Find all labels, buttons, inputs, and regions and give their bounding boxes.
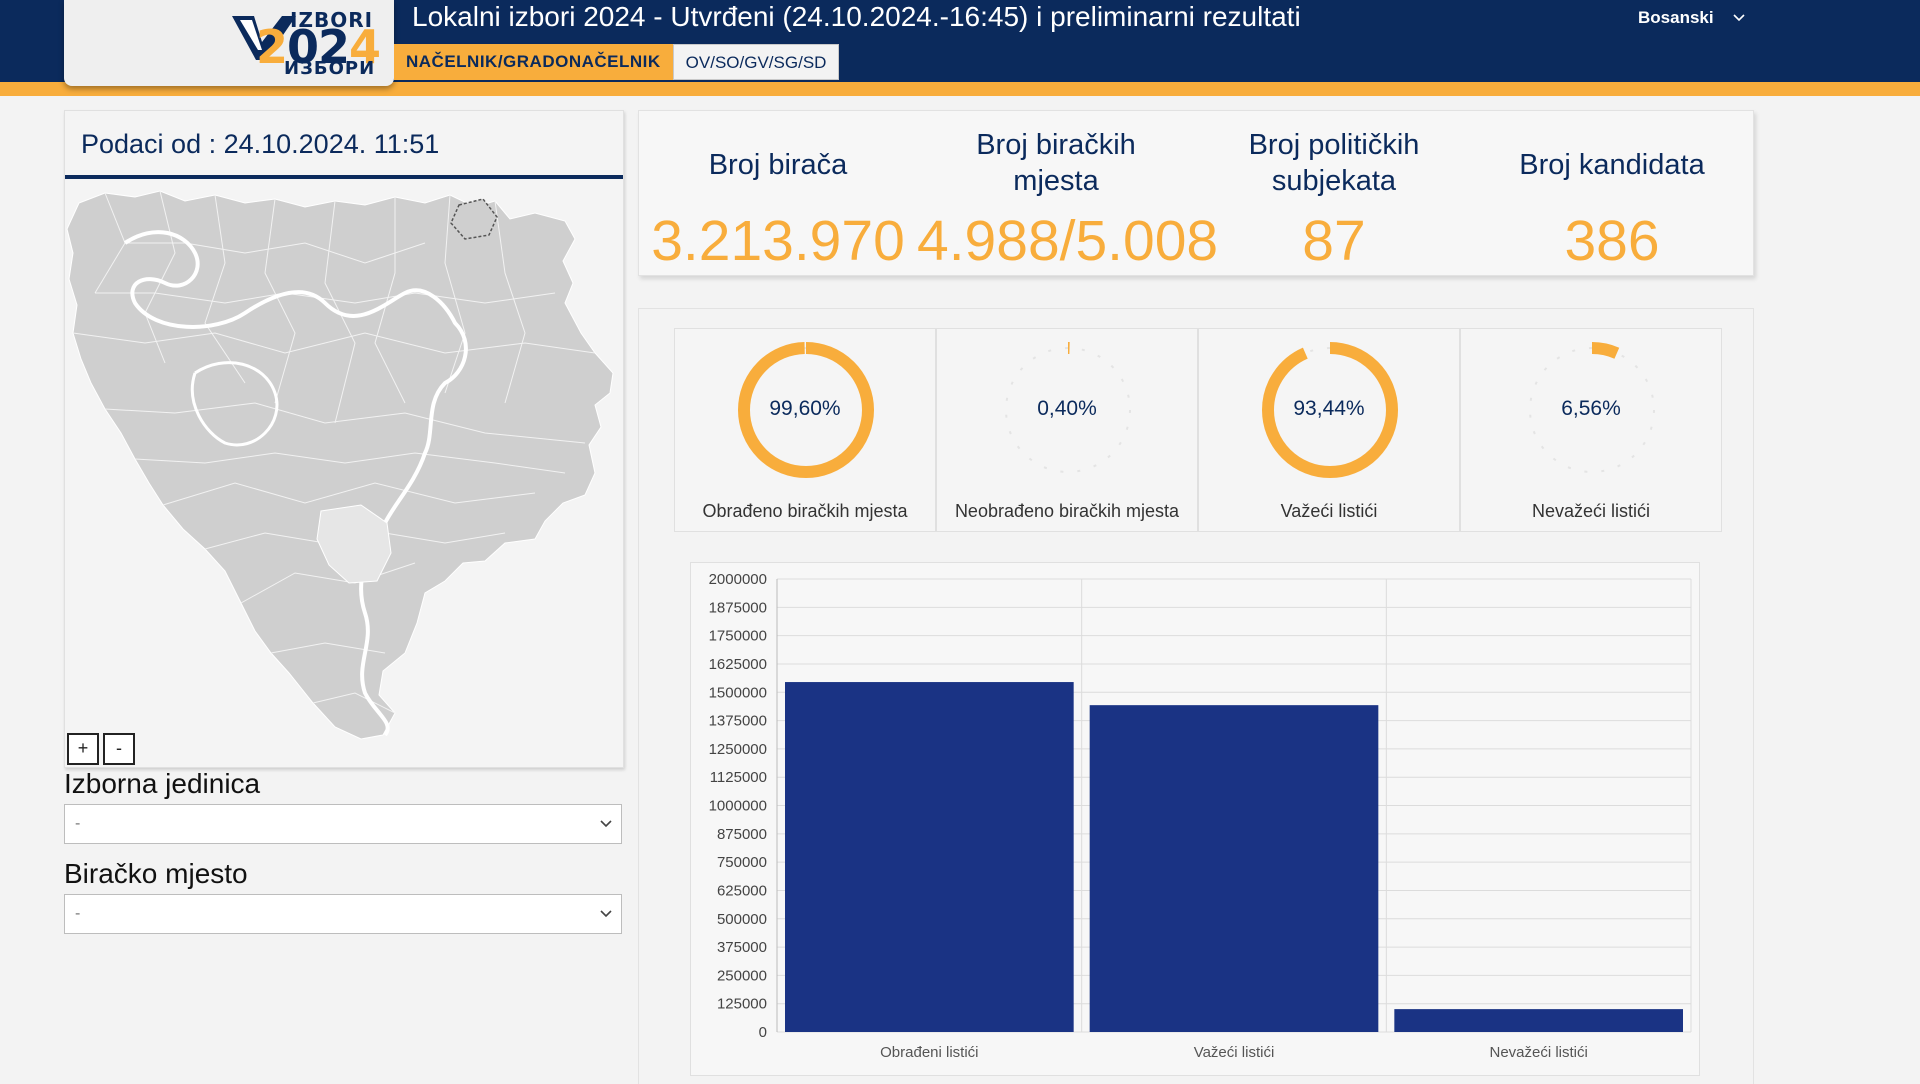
- zoom-in-button[interactable]: +: [67, 733, 99, 765]
- donut-label: Nevažeći listići: [1531, 501, 1651, 521]
- language-selector[interactable]: Bosanski: [1638, 8, 1746, 28]
- donut-chart: [1000, 342, 1136, 478]
- logo-top-text: IZBORI: [290, 8, 374, 32]
- page-title: Lokalni izbori 2024 - Utvrđeni (24.10.20…: [412, 1, 1301, 32]
- y-tick-label: 1875000: [709, 599, 767, 616]
- election-logo[interactable]: IZBORI 2024 ИЗБОРИ: [232, 4, 381, 80]
- donut-label: Obrađeno biračkih mjesta: [702, 501, 908, 521]
- bar-chart-svg: 0 125000 250000 375000 500000 625000 750000 875…: [709, 571, 1692, 1061]
- y-tick-label: 125000: [717, 996, 767, 1013]
- logo-bottom-text: ИЗБОРИ: [284, 58, 376, 79]
- tab-vijece[interactable]: OV/SO/GV/SG/SD: [672, 44, 840, 80]
- stat-label: Broj birača: [708, 149, 848, 181]
- unit-label: Izborna jedinica: [64, 768, 261, 799]
- donut-label: Neobrađeno biračkih mjesta: [954, 501, 1180, 521]
- logo-year-digit: 2: [318, 20, 350, 74]
- y-tick-label: 1250000: [709, 741, 767, 758]
- y-tick-label: 1375000: [709, 713, 767, 730]
- logo-card[interactable]: IZBORI 2024 ИЗБОРИ: [64, 0, 394, 86]
- map-district-brcko[interactable]: [450, 198, 498, 240]
- chevron-down-icon: [600, 910, 612, 918]
- logo-year-digit: 4: [349, 20, 381, 74]
- municipality-map[interactable]: [65, 183, 623, 743]
- tab-nacelnik[interactable]: NAČELNIK/GRADONAČELNIK: [394, 44, 673, 80]
- donut-percent: 0,40%: [1037, 397, 1097, 420]
- ballots-bar-chart: 0 125000 250000 375000 500000 625000 750000 875…: [690, 562, 1700, 1076]
- logo-year: 2024: [256, 20, 381, 74]
- stat-label: Broj političkih: [1248, 129, 1420, 161]
- map-country-shape[interactable]: [66, 190, 614, 740]
- stat-value: 4.988/5.008: [917, 209, 1219, 273]
- y-tick-label: 1750000: [709, 628, 767, 645]
- y-tick-label: 500000: [717, 911, 767, 928]
- donut-invalid-ballots[interactable]: 6,56% Nevažeći listići: [1460, 328, 1722, 532]
- y-tick-label: 0: [759, 1024, 767, 1041]
- y-tick-label: 1000000: [709, 798, 767, 815]
- donut-unprocessed-stations[interactable]: 0,40% Neobrađeno biračkih mjesta: [936, 328, 1198, 532]
- divider: [65, 175, 623, 179]
- y-tick-label: 375000: [717, 939, 767, 956]
- donut-processed-stations[interactable]: 99,60% Obrađeno biračkih mjesta: [674, 328, 936, 532]
- y-tick-label: 1625000: [709, 656, 767, 673]
- chevron-down-icon: [600, 820, 612, 828]
- donut-valid-ballots[interactable]: 93,44% Važeći listići: [1198, 328, 1460, 532]
- donut-arc: [1262, 342, 1398, 478]
- map-entity-boundary: [190, 361, 279, 447]
- unit-select[interactable]: -: [64, 804, 622, 844]
- stat-label: mjesta: [1013, 165, 1099, 197]
- donut-percent: 99,60%: [769, 397, 841, 420]
- y-tick-label: 750000: [717, 854, 767, 871]
- y-tick-label: 1500000: [709, 684, 767, 701]
- donut-percent: 93,44%: [1293, 397, 1365, 420]
- stat-value: 87: [1302, 209, 1366, 273]
- data-timestamp: Podaci od : 24.10.2024. 11:51: [81, 129, 440, 159]
- station-select[interactable]: -: [64, 894, 622, 934]
- bar[interactable]: [1089, 705, 1379, 1032]
- donut-percent: 6,56%: [1561, 397, 1621, 420]
- x-tick-label: Važeći listići: [1194, 1044, 1275, 1061]
- unit-select-value: -: [75, 815, 81, 832]
- donut-chart: [1262, 342, 1398, 478]
- stat-label: Broj biračkih: [976, 129, 1136, 161]
- stat-value: 3.213.970: [651, 209, 905, 273]
- bar[interactable]: [785, 682, 1074, 1032]
- x-tick-label: Nevažeći listići: [1489, 1044, 1587, 1061]
- x-tick-label: Obrađeni listići: [880, 1044, 978, 1061]
- election-type-tabs: NAČELNIK/GRADONAČELNIK OV/SO/GV/SG/SD: [394, 44, 840, 80]
- station-label: Biračko mjesto: [64, 858, 248, 889]
- donut-label: Važeći listići: [1280, 501, 1378, 521]
- y-tick-label: 2000000: [709, 571, 767, 588]
- donut-chart: [1524, 342, 1660, 478]
- logo-year-digit: 2: [256, 20, 288, 74]
- zoom-out-button[interactable]: -: [103, 733, 135, 765]
- donut-arc: [738, 342, 874, 478]
- language-label: Bosanski: [1638, 8, 1714, 27]
- y-tick-label: 875000: [717, 826, 767, 843]
- y-tick-label: 1125000: [710, 769, 767, 786]
- logo-check-icon: [232, 16, 296, 60]
- map-selected-municipality[interactable]: [316, 504, 392, 584]
- y-tick-label: 625000: [717, 882, 767, 899]
- stat-label: Broj kandidata: [1519, 149, 1705, 181]
- map-panel: Podaci od : 24.10.2024. 11:51: [64, 110, 624, 768]
- logo-year-digit: 0: [287, 20, 319, 74]
- donut-arc: [1000, 342, 1136, 478]
- station-select-value: -: [75, 905, 81, 922]
- chevron-down-icon: [1733, 14, 1745, 22]
- map-entity-boundary: [123, 230, 468, 737]
- donut-chart: [738, 342, 874, 478]
- y-tick-label: 250000: [717, 967, 767, 984]
- bar[interactable]: [1394, 1009, 1683, 1032]
- summary-stats: Broj birača 3.213.970 Broj biračkih mjes…: [638, 110, 1754, 276]
- stat-value: 386: [1564, 209, 1660, 273]
- donut-arc: [1524, 342, 1660, 478]
- stat-label: subjekata: [1271, 165, 1397, 197]
- header-accent-stripe: [0, 82, 1920, 96]
